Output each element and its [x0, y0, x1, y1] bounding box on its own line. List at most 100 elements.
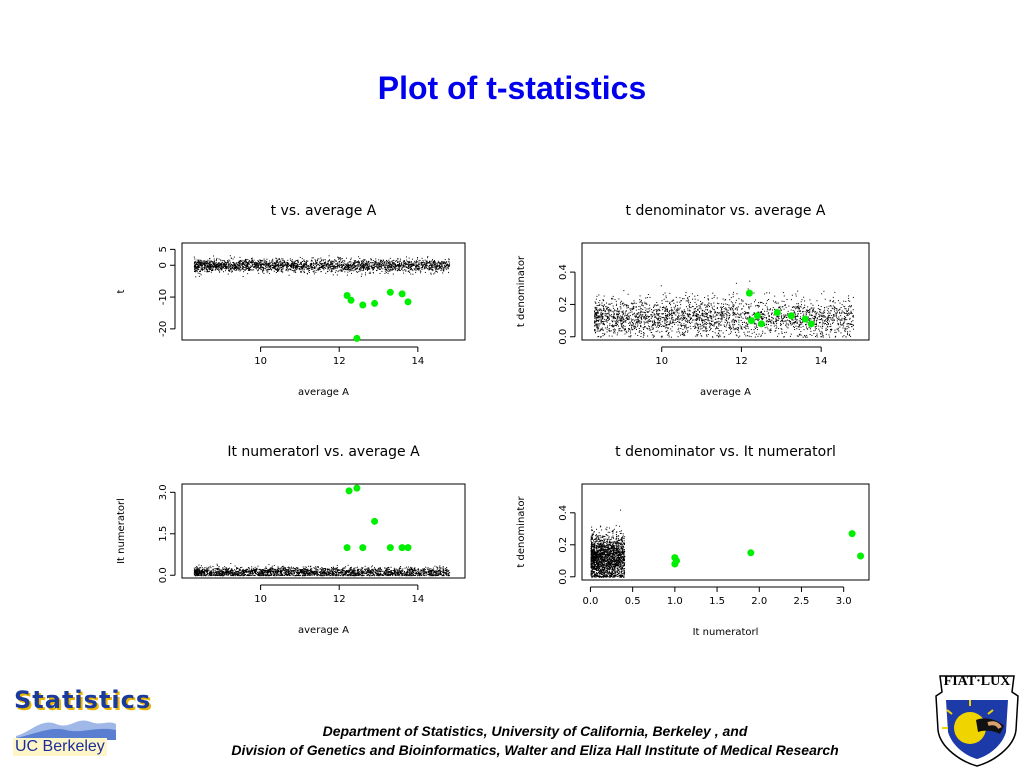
data-point [594, 315, 595, 316]
data-point [820, 319, 821, 320]
data-point [725, 319, 726, 320]
data-point [332, 268, 333, 269]
data-point [221, 269, 222, 270]
data-point [848, 326, 849, 327]
data-point [738, 337, 739, 338]
data-point [708, 303, 709, 304]
data-point [351, 258, 352, 259]
data-point [655, 304, 656, 305]
data-point [773, 323, 774, 324]
data-point [718, 328, 719, 329]
data-point [220, 267, 221, 268]
data-point [327, 271, 328, 272]
data-point [622, 303, 623, 304]
data-point [307, 268, 308, 269]
data-point [655, 322, 656, 323]
data-point [603, 335, 604, 336]
data-point [764, 293, 765, 294]
data-point [270, 268, 271, 269]
data-point [431, 274, 432, 275]
data-point [687, 332, 688, 333]
data-point [295, 264, 296, 265]
data-point [245, 269, 246, 270]
data-point [225, 270, 226, 271]
data-point [816, 323, 817, 324]
data-point [339, 266, 340, 267]
data-point [216, 265, 217, 266]
data-point [654, 321, 655, 322]
data-point [819, 316, 820, 317]
data-point [738, 330, 739, 331]
data-point [682, 314, 683, 315]
data-point [626, 331, 627, 332]
data-point [607, 317, 608, 318]
data-point [797, 315, 798, 316]
data-point [853, 309, 854, 310]
data-point [830, 300, 831, 301]
data-point [206, 267, 207, 268]
data-point [649, 328, 650, 329]
data-point [350, 262, 351, 263]
data-point [617, 334, 618, 335]
data-point [748, 304, 749, 305]
data-point [738, 322, 739, 323]
data-point [253, 269, 254, 270]
data-point [272, 265, 273, 266]
data-point [225, 264, 226, 265]
data-point [675, 315, 676, 316]
data-point [825, 316, 826, 317]
data-point [443, 270, 444, 271]
data-point [600, 316, 601, 317]
data-point [674, 307, 675, 308]
data-point [323, 269, 324, 270]
data-point [669, 310, 670, 311]
data-point [701, 304, 702, 305]
data-point [693, 306, 694, 307]
data-point [600, 329, 601, 330]
data-point [211, 272, 212, 273]
data-point [344, 263, 345, 264]
data-point [198, 269, 199, 270]
data-point [817, 318, 818, 319]
data-point [207, 265, 208, 266]
data-point [665, 310, 666, 311]
data-point [741, 309, 742, 310]
data-point [620, 307, 621, 308]
data-point [846, 311, 847, 312]
data-point [777, 320, 778, 321]
data-point [791, 309, 792, 310]
data-point [320, 261, 321, 262]
data-point [672, 319, 673, 320]
data-point [759, 334, 760, 335]
data-point [717, 298, 718, 299]
data-point [619, 311, 620, 312]
data-point [634, 300, 635, 301]
data-point [849, 314, 850, 315]
data-point [436, 266, 437, 267]
data-point [649, 316, 650, 317]
data-point [339, 258, 340, 259]
data-point [362, 267, 363, 268]
data-point [681, 317, 682, 318]
data-point [394, 263, 395, 264]
data-point [770, 321, 771, 322]
data-point [689, 314, 690, 315]
data-point [642, 316, 643, 317]
data-point [342, 258, 343, 259]
data-point [730, 329, 731, 330]
data-point [405, 262, 406, 263]
data-point [684, 311, 685, 312]
data-point [263, 263, 264, 264]
data-point [725, 303, 726, 304]
data-point [821, 316, 822, 317]
data-point [416, 264, 417, 265]
data-point [767, 320, 768, 321]
data-point [255, 265, 256, 266]
data-point [838, 316, 839, 317]
data-point [337, 264, 338, 265]
data-point [277, 262, 278, 263]
data-point [364, 265, 365, 266]
data-point [245, 263, 246, 264]
data-point [278, 270, 279, 271]
data-point [722, 307, 723, 308]
